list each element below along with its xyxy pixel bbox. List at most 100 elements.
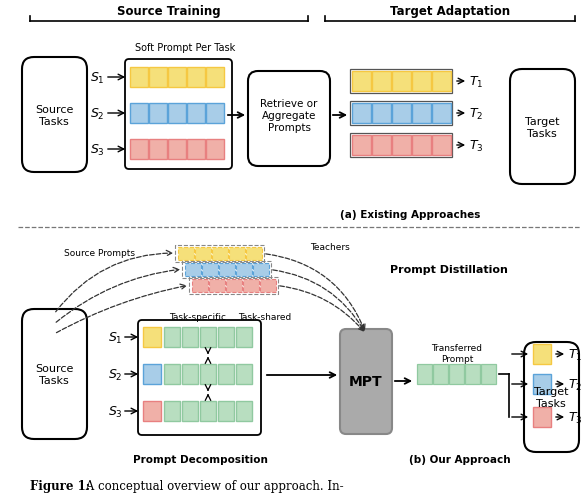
Text: MPT: MPT bbox=[349, 374, 383, 388]
Text: Source
Tasks: Source Tasks bbox=[35, 363, 73, 385]
Bar bbox=[143, 401, 161, 421]
Bar bbox=[412, 72, 431, 92]
Bar bbox=[432, 136, 451, 156]
Bar bbox=[449, 364, 464, 384]
Text: Soft Prompt Per Task: Soft Prompt Per Task bbox=[135, 43, 235, 53]
Bar bbox=[200, 327, 216, 347]
Text: Task-shared: Task-shared bbox=[239, 313, 292, 322]
FancyBboxPatch shape bbox=[22, 58, 87, 173]
Bar bbox=[182, 401, 198, 421]
Text: $S_3$: $S_3$ bbox=[90, 142, 104, 157]
Bar bbox=[182, 364, 198, 384]
Bar bbox=[392, 104, 411, 124]
Bar bbox=[352, 136, 371, 156]
Bar bbox=[352, 104, 371, 124]
Bar bbox=[149, 68, 167, 88]
Text: $T_1$: $T_1$ bbox=[469, 74, 483, 89]
Bar bbox=[206, 68, 224, 88]
Bar bbox=[200, 364, 216, 384]
Bar bbox=[149, 104, 167, 124]
Text: Transferred
Prompt: Transferred Prompt bbox=[431, 344, 482, 363]
Text: A conceptual overview of our approach. In-: A conceptual overview of our approach. I… bbox=[82, 479, 343, 492]
Bar bbox=[218, 327, 234, 347]
Bar bbox=[202, 264, 218, 277]
Bar bbox=[195, 247, 211, 261]
Text: Figure 1:: Figure 1: bbox=[30, 479, 90, 492]
Text: $T_3$: $T_3$ bbox=[469, 138, 483, 153]
Bar bbox=[417, 364, 432, 384]
Text: $S_1$: $S_1$ bbox=[108, 330, 122, 345]
FancyBboxPatch shape bbox=[248, 72, 330, 167]
Text: Teachers: Teachers bbox=[310, 243, 350, 252]
Bar bbox=[212, 247, 228, 261]
Bar bbox=[229, 247, 245, 261]
Bar bbox=[218, 364, 234, 384]
Bar bbox=[350, 70, 452, 94]
Bar bbox=[187, 104, 205, 124]
FancyBboxPatch shape bbox=[510, 70, 575, 185]
Text: $T_2$: $T_2$ bbox=[568, 377, 582, 392]
FancyBboxPatch shape bbox=[22, 310, 87, 439]
Bar bbox=[130, 68, 148, 88]
Bar bbox=[178, 247, 194, 261]
Bar bbox=[372, 72, 391, 92]
Bar bbox=[432, 104, 451, 124]
Text: Retrieve or
Aggregate
Prompts: Retrieve or Aggregate Prompts bbox=[260, 99, 318, 132]
Bar bbox=[260, 280, 276, 293]
Text: $S_2$: $S_2$ bbox=[90, 106, 104, 121]
Bar bbox=[465, 364, 480, 384]
FancyBboxPatch shape bbox=[524, 342, 579, 452]
Bar bbox=[143, 327, 161, 347]
Text: Task-specific: Task-specific bbox=[169, 313, 226, 322]
Bar bbox=[182, 262, 271, 279]
Bar bbox=[412, 104, 431, 124]
Bar bbox=[219, 264, 235, 277]
Text: (a) Existing Approaches: (a) Existing Approaches bbox=[340, 209, 480, 219]
Bar bbox=[209, 280, 225, 293]
Bar bbox=[130, 104, 148, 124]
Bar bbox=[164, 401, 180, 421]
Bar bbox=[206, 104, 224, 124]
Bar bbox=[206, 140, 224, 160]
Text: Prompt Distillation: Prompt Distillation bbox=[390, 265, 508, 275]
Bar bbox=[372, 136, 391, 156]
Bar bbox=[533, 374, 551, 394]
Text: $T_2$: $T_2$ bbox=[469, 106, 483, 121]
Bar bbox=[226, 280, 242, 293]
Text: Source Training: Source Training bbox=[117, 6, 221, 19]
Bar bbox=[372, 104, 391, 124]
Bar bbox=[200, 401, 216, 421]
Bar bbox=[253, 264, 269, 277]
Bar bbox=[192, 280, 208, 293]
Bar bbox=[246, 247, 262, 261]
Bar bbox=[433, 364, 448, 384]
Bar bbox=[168, 140, 186, 160]
Bar bbox=[185, 264, 201, 277]
Bar bbox=[236, 364, 252, 384]
Bar bbox=[533, 344, 551, 364]
Text: $T_1$: $T_1$ bbox=[568, 347, 582, 362]
Bar bbox=[175, 245, 264, 263]
Bar bbox=[236, 401, 252, 421]
Text: Target
Tasks: Target Tasks bbox=[525, 117, 559, 138]
Bar bbox=[182, 327, 198, 347]
Bar bbox=[189, 278, 278, 295]
Bar bbox=[168, 68, 186, 88]
Bar bbox=[143, 364, 161, 384]
Bar bbox=[236, 264, 252, 277]
Text: Source Prompts: Source Prompts bbox=[64, 248, 135, 257]
Bar bbox=[392, 136, 411, 156]
Bar bbox=[187, 68, 205, 88]
Bar bbox=[149, 140, 167, 160]
Bar bbox=[130, 140, 148, 160]
Bar bbox=[187, 140, 205, 160]
FancyBboxPatch shape bbox=[340, 329, 392, 434]
Text: Source
Tasks: Source Tasks bbox=[35, 105, 73, 127]
Text: Target
Tasks: Target Tasks bbox=[534, 386, 568, 408]
Text: $S_2$: $S_2$ bbox=[108, 367, 122, 382]
Bar bbox=[392, 72, 411, 92]
Text: (b) Our Approach: (b) Our Approach bbox=[409, 454, 511, 464]
Text: $T_3$: $T_3$ bbox=[568, 410, 582, 425]
Bar bbox=[164, 364, 180, 384]
Bar bbox=[412, 136, 431, 156]
